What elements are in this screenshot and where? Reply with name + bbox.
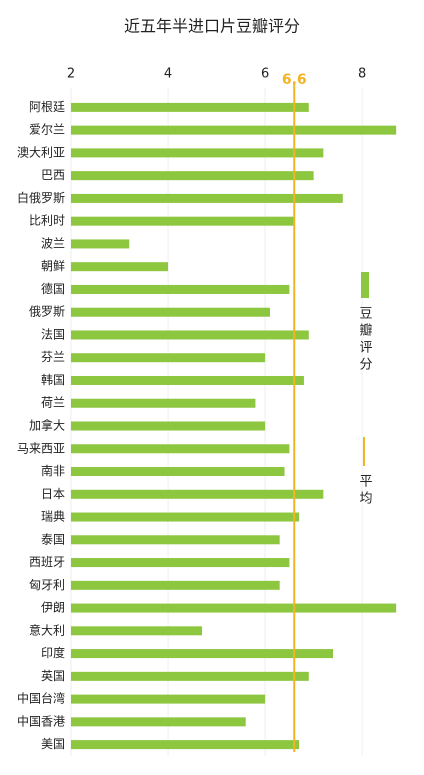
y-tick-label: 荷兰 — [41, 396, 65, 410]
y-tick-label: 爱尔兰 — [29, 122, 65, 137]
bar — [71, 148, 324, 158]
chart-title: 近五年半进口片豆瓣评分 — [124, 17, 300, 36]
y-tick-label: 朝鲜 — [41, 259, 65, 273]
y-tick-label: 意大利 — [29, 622, 65, 637]
y-tick-label: 马来西亚 — [17, 441, 65, 455]
bar — [71, 193, 343, 203]
y-tick-label: 泰国 — [41, 532, 65, 546]
y-tick-label: 印度 — [41, 645, 65, 660]
bar — [71, 467, 285, 477]
y-tick-label: 英国 — [41, 669, 65, 683]
bar — [71, 102, 309, 112]
bar — [71, 262, 169, 272]
legend-swatch — [361, 272, 369, 298]
bar — [71, 239, 130, 249]
bar — [71, 740, 300, 750]
x-tick-label: 8 — [358, 67, 366, 82]
y-tick-label: 巴西 — [41, 168, 65, 182]
y-tick-label: 白俄罗斯 — [17, 190, 65, 205]
y-tick-label: 伊朗 — [41, 601, 65, 615]
bar — [71, 171, 314, 181]
x-tick-label: 2 — [67, 67, 75, 82]
bar — [71, 649, 334, 659]
bar — [71, 535, 280, 545]
x-tick-label: 6 — [261, 67, 269, 82]
y-tick-label: 日本 — [41, 487, 65, 501]
y-tick-label: 瑞典 — [41, 510, 65, 524]
bar — [71, 603, 397, 613]
legend-label: 豆瓣评分 — [357, 306, 373, 374]
y-tick-label: 芬兰 — [41, 350, 65, 364]
y-tick-label: 澳大利亚 — [17, 145, 65, 159]
y-tick-label: 阿根廷 — [29, 100, 65, 114]
bar — [71, 398, 256, 408]
bar — [71, 558, 290, 568]
y-tick-label: 中国台湾 — [17, 691, 65, 706]
bar — [71, 216, 295, 226]
bar — [71, 353, 266, 363]
legend-label: 平均 — [357, 474, 373, 508]
average-label: 6.6 — [282, 72, 307, 88]
bar — [71, 444, 290, 454]
y-tick-label: 匈牙利 — [29, 578, 65, 592]
bar — [71, 284, 290, 294]
y-tick-label: 加拿大 — [29, 418, 65, 433]
bar — [71, 717, 246, 727]
y-tick-label: 比利时 — [29, 214, 65, 228]
y-tick-label: 韩国 — [41, 372, 65, 387]
bar — [71, 421, 266, 431]
bar — [71, 671, 309, 681]
bar — [71, 626, 203, 636]
bar — [71, 580, 280, 590]
bar — [71, 125, 397, 135]
bar — [71, 330, 309, 340]
y-tick-label: 波兰 — [41, 236, 65, 250]
y-tick-label: 中国香港 — [17, 713, 65, 728]
y-tick-label: 南非 — [41, 463, 65, 478]
y-tick-label: 美国 — [41, 737, 65, 751]
y-tick-label: 德国 — [41, 281, 65, 296]
bar — [71, 694, 266, 704]
bar — [71, 307, 270, 317]
bar — [71, 512, 300, 522]
y-tick-label: 西班牙 — [29, 555, 65, 569]
x-tick-label: 4 — [164, 67, 172, 82]
bar — [71, 375, 304, 385]
y-tick-label: 俄罗斯 — [29, 305, 65, 319]
bar — [71, 489, 324, 499]
y-tick-label: 法国 — [41, 327, 65, 341]
